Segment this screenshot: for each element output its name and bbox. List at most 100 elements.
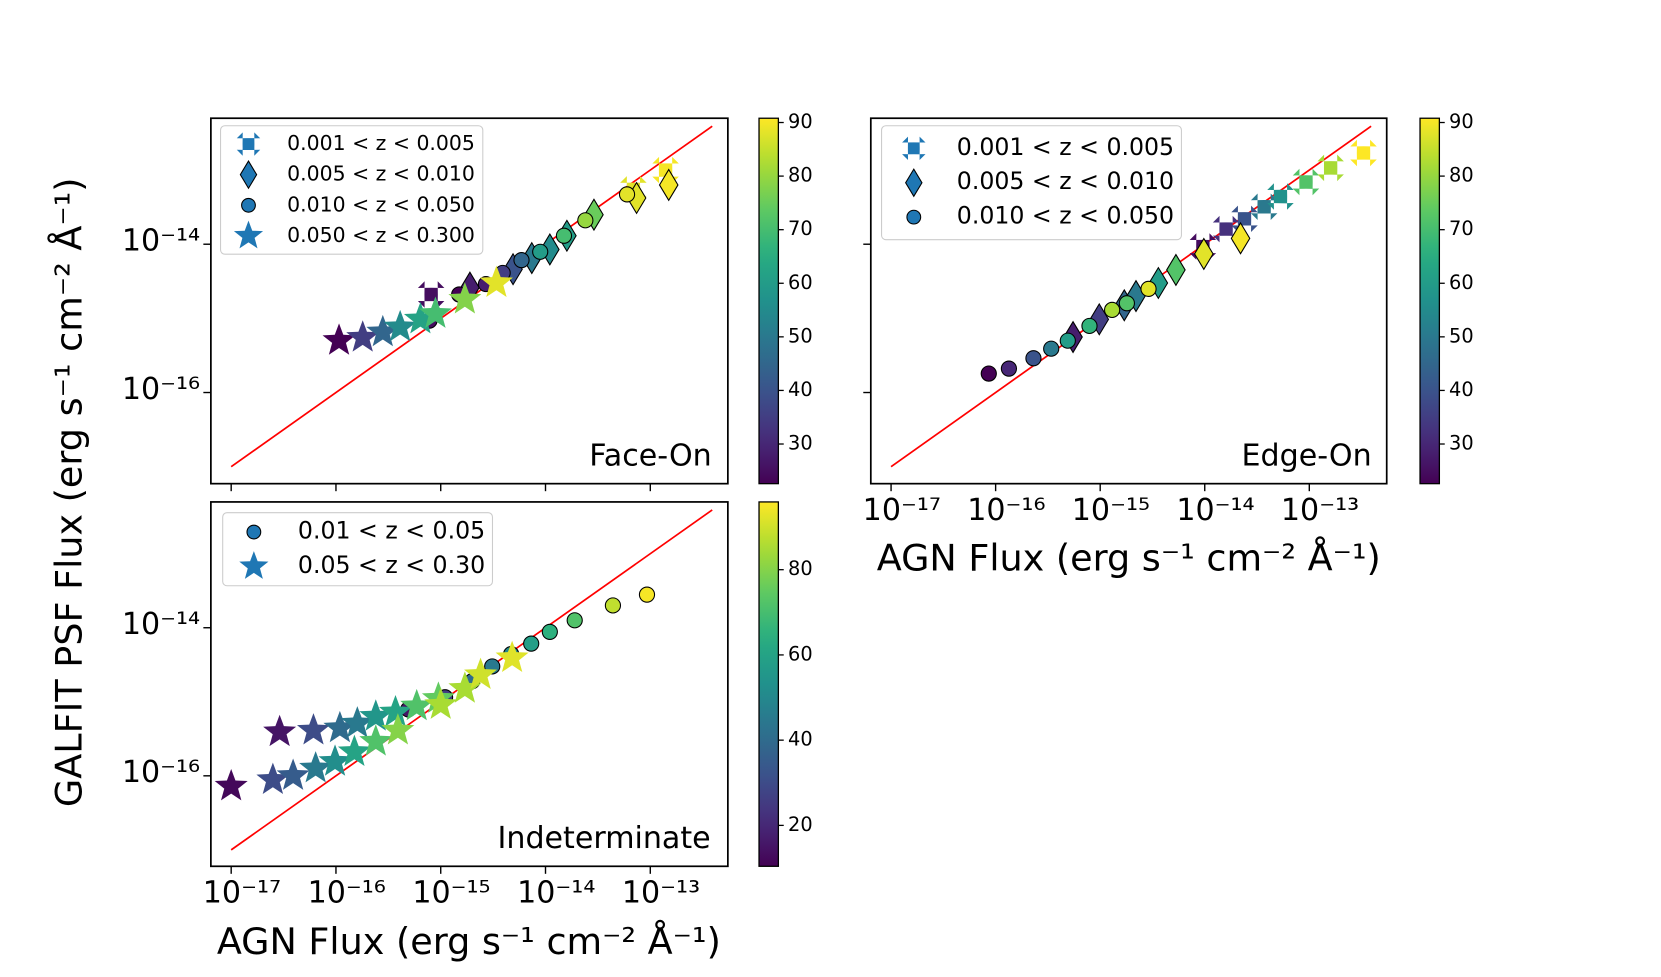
legend-marker: [239, 551, 269, 579]
data-point: [1000, 360, 1018, 377]
legend-label: 0.010 < z < 0.050: [957, 202, 1174, 230]
y-tick-label: 10⁻¹⁴: [122, 224, 200, 259]
legend-marker: [233, 220, 264, 249]
axes-frame: [210, 117, 729, 485]
data-point: [322, 323, 356, 355]
data-point: [658, 168, 679, 202]
subplot: 10⁻¹⁷ 10⁻¹⁶ 10⁻¹⁵ 10⁻¹⁴ 10⁻¹³ 10⁻¹⁴ 10⁻¹⁶ 0.01 …: [122, 501, 813, 963]
data-point: [1317, 154, 1344, 182]
data-point: [577, 212, 594, 229]
data-point: [337, 734, 371, 766]
data-point: [366, 314, 400, 347]
data-point: [1230, 221, 1251, 255]
legend-label: 0.001 < z < 0.005: [287, 131, 475, 155]
data-point: [318, 744, 352, 776]
data-point: [359, 724, 393, 756]
data-point: [1025, 350, 1042, 367]
x-tick-label: 10⁻¹⁶: [967, 493, 1045, 528]
data-point: [1103, 301, 1121, 319]
data-point: [323, 710, 357, 743]
colorbar-tick-label: 20: [788, 813, 813, 836]
colorbar-tick-label: 40: [1449, 378, 1474, 401]
colorbar-tick-label: 30: [1449, 432, 1474, 455]
data-point: [1118, 295, 1135, 312]
colorbar-tick-label: 50: [1449, 324, 1474, 347]
colorbar-tick-label: 40: [788, 378, 813, 401]
colorbar-tick-label: 90: [1449, 110, 1474, 133]
data-point: [381, 713, 415, 745]
colorbar-tick-label: 70: [788, 217, 813, 240]
colorbar-tick-label: 40: [788, 728, 813, 751]
legend-marker: [902, 136, 926, 161]
data-point: [566, 612, 583, 629]
legend-label: 0.05 < z < 0.30: [298, 551, 485, 579]
y-tick-label: 10⁻¹⁴: [122, 607, 200, 642]
data-point: [1292, 168, 1320, 196]
legend-marker: [236, 132, 261, 156]
data-point: [418, 296, 452, 328]
data-point: [448, 282, 482, 314]
colorbar-tick-label: 50: [788, 324, 813, 347]
data-point: [417, 281, 445, 308]
data-point: [541, 623, 558, 640]
colorbar-tick-label: 30: [788, 432, 813, 455]
data-point: [513, 252, 530, 269]
data-point: [532, 243, 549, 260]
x-tick-label: 10⁻¹⁴: [1176, 493, 1254, 528]
legend-box: [222, 512, 494, 587]
data-point: [400, 688, 434, 721]
x-tick-label: 10⁻¹⁵: [412, 876, 490, 911]
data-point: [299, 751, 333, 783]
x-axis-label: AGN Flux (erg s⁻¹ cm⁻² Å⁻¹): [217, 919, 721, 963]
legend-marker: [906, 209, 922, 225]
legend-label: 0.050 < z < 0.300: [287, 223, 475, 247]
subplot: 10⁻¹⁷ 10⁻¹⁶ 10⁻¹⁵ 10⁻¹⁴ 10⁻¹³ 0.001 < z < 0.0…: [863, 110, 1474, 579]
data-point: [980, 365, 997, 382]
y-tick-label: 10⁻¹⁶: [122, 755, 200, 790]
data-point: [403, 302, 437, 334]
data-point: [523, 635, 540, 652]
data-point: [1166, 253, 1186, 287]
data-point: [584, 198, 604, 232]
data-point: [495, 640, 529, 673]
data-point: [1059, 332, 1076, 349]
data-point: [555, 227, 573, 244]
data-point: [276, 758, 310, 790]
data-point: [464, 657, 498, 690]
panel-label: Indeterminate: [498, 821, 711, 856]
data-point: [346, 320, 380, 352]
legend-marker: [905, 168, 923, 198]
x-tick-label: 10⁻¹⁴: [517, 876, 595, 911]
x-tick-label: 10⁻¹⁶: [308, 876, 386, 911]
data-point: [1250, 193, 1278, 220]
x-axis-label: AGN Flux (erg s⁻¹ cm⁻² Å⁻¹): [877, 535, 1381, 579]
legend-label: 0.005 < z < 0.010: [287, 162, 475, 186]
data-point: [1043, 340, 1060, 357]
data-point: [1350, 139, 1377, 167]
data-point: [1267, 183, 1294, 210]
colorbar-tick-label: 60: [1449, 271, 1474, 294]
data-point: [1148, 266, 1169, 300]
data-point: [1231, 205, 1258, 233]
x-tick-label: 10⁻¹³: [622, 876, 700, 911]
colorbar-tick-label: 80: [788, 164, 813, 187]
legend-marker: [246, 524, 262, 540]
y-tick-label: 10⁻¹⁶: [122, 372, 200, 407]
data-point: [359, 699, 393, 731]
data-point: [424, 687, 458, 719]
colorbar-tick-label: 80: [1449, 164, 1474, 187]
legend-label: 0.001 < z < 0.005: [957, 133, 1174, 161]
data-point: [448, 671, 482, 703]
data-point: [479, 265, 513, 298]
data-point: [256, 762, 290, 794]
legend-marker: [241, 197, 256, 213]
data-point: [383, 309, 417, 342]
x-tick-label: 10⁻¹⁷: [863, 493, 941, 528]
panel-label: Face-On: [589, 438, 711, 473]
data-point: [263, 714, 297, 747]
data-point: [1140, 280, 1157, 297]
colorbar-tick-label: 60: [788, 271, 813, 294]
axes-frame: [869, 117, 1388, 485]
